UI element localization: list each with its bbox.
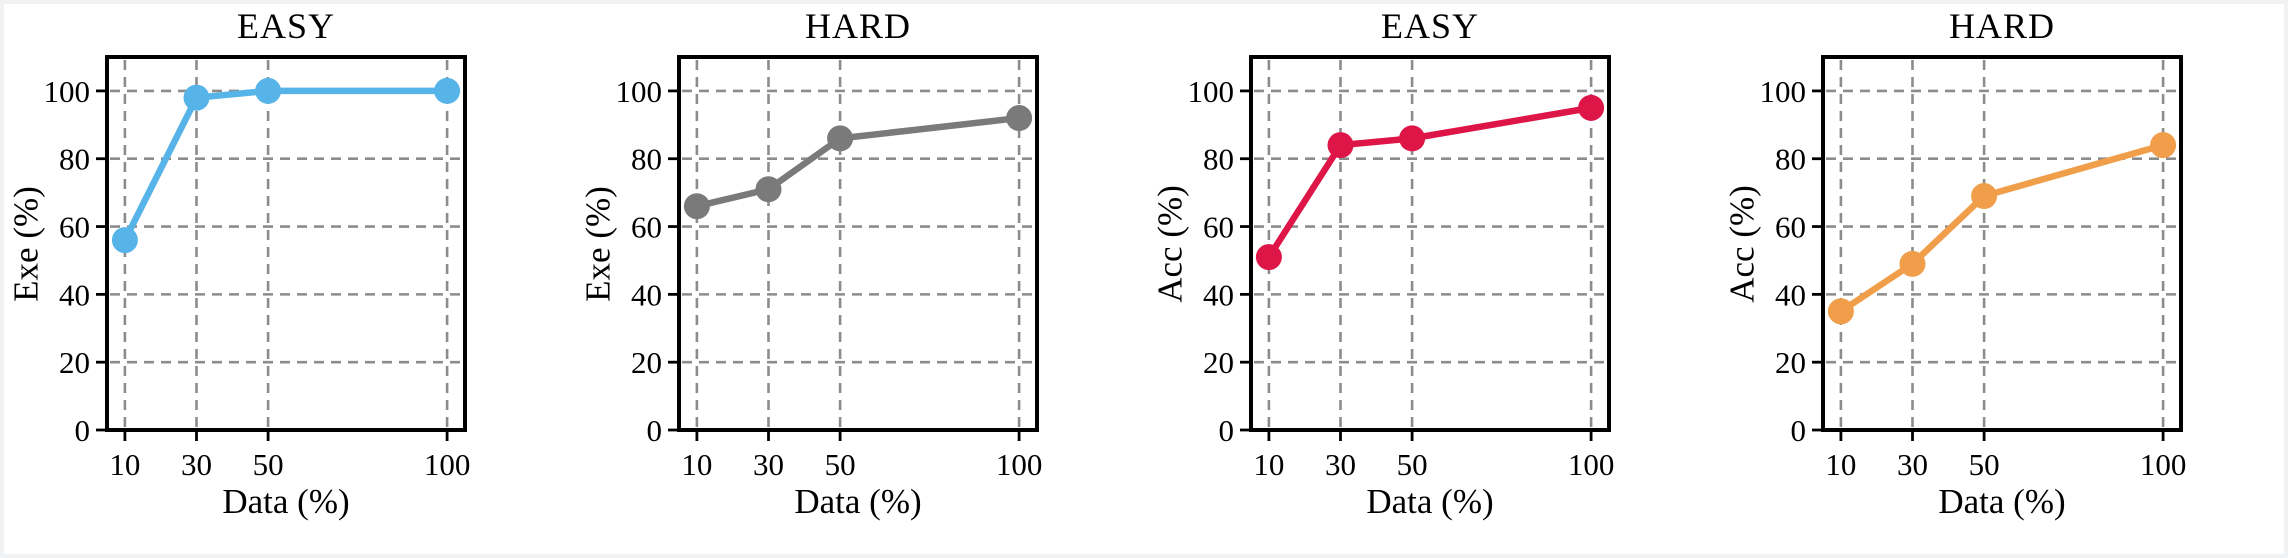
data-point — [1006, 105, 1033, 132]
x-tick-label: 30 — [753, 447, 784, 482]
data-point — [827, 125, 854, 152]
y-tick-label: 60 — [1775, 210, 1806, 245]
chart-panel-hard-acc: HARD Acc (%) 10 30 50 100 0 20 40 60 80 100 Data … — [1716, 0, 2288, 558]
data-point — [255, 77, 282, 104]
chart-panel-easy-acc: EASY Acc (%) 10 30 50 100 0 20 40 60 80 100 Data … — [1144, 0, 1716, 558]
y-tick-label: 80 — [59, 142, 90, 177]
x-tick-label: 10 — [681, 447, 712, 482]
y-tick-label: 60 — [1203, 210, 1234, 245]
data-point — [1971, 183, 1998, 210]
data-line — [121, 87, 451, 244]
y-tick-label: 20 — [1775, 345, 1806, 380]
x-axis-label: Data (%) — [222, 482, 350, 521]
y-tick-label: 80 — [1775, 142, 1806, 177]
data-point — [755, 176, 782, 203]
data-point — [2150, 132, 2177, 159]
data-point — [183, 84, 210, 111]
y-tick-label: 80 — [1203, 142, 1234, 177]
x-axis-label: Data (%) — [1938, 482, 2066, 521]
data-point — [1899, 250, 1926, 277]
y-tick-label: 0 — [1219, 413, 1235, 448]
x-tick-label: 100 — [424, 447, 471, 482]
y-tick-label: 100 — [1760, 74, 1807, 109]
chart-title: HARD — [1948, 6, 2055, 46]
data-point — [1327, 132, 1354, 159]
x-tick-label: 100 — [996, 447, 1043, 482]
data-point — [1827, 298, 1854, 325]
data-point — [434, 77, 461, 104]
x-tick-label: 10 — [1825, 447, 1856, 482]
data-line — [1265, 104, 1595, 261]
chart-title: EASY — [236, 6, 335, 46]
data-line — [1837, 141, 2167, 315]
data-line — [693, 114, 1023, 210]
y-tick-label: 40 — [631, 277, 662, 312]
data-point — [111, 227, 138, 254]
plot-area: 10 30 50 100 0 20 40 60 80 100 — [1188, 55, 1615, 482]
x-axis-label: Data (%) — [794, 482, 922, 521]
plot-frame — [1249, 55, 1611, 432]
y-tick-label: 20 — [59, 345, 90, 380]
plot-frame — [1821, 55, 2183, 432]
chart-title: EASY — [1380, 6, 1479, 46]
x-tick-label: 10 — [109, 447, 140, 482]
x-axis-label: Data (%) — [1366, 482, 1494, 521]
data-point — [1399, 125, 1426, 152]
data-point — [683, 193, 710, 220]
x-tick-label: 50 — [253, 447, 284, 482]
plot-frame — [105, 55, 467, 432]
y-tick-label: 80 — [631, 142, 662, 177]
y-tick-label: 60 — [631, 210, 662, 245]
data-point — [1255, 244, 1282, 271]
chart-panel-easy-exe: EASY Exe (%) 10 30 50 100 0 20 40 60 80 100 Data … — [0, 0, 572, 558]
x-tick-label: 30 — [1897, 447, 1928, 482]
y-tick-label: 100 — [616, 74, 663, 109]
x-tick-label: 50 — [825, 447, 856, 482]
x-tick-label: 10 — [1253, 447, 1284, 482]
x-tick-label: 30 — [181, 447, 212, 482]
y-tick-label: 40 — [1775, 277, 1806, 312]
y-tick-label: 60 — [59, 210, 90, 245]
y-tick-label: 20 — [1203, 345, 1234, 380]
y-tick-label: 0 — [1791, 413, 1807, 448]
y-tick-label: 40 — [59, 277, 90, 312]
y-tick-label: 0 — [647, 413, 663, 448]
plot-area: 10 30 50 100 0 20 40 60 80 100 — [44, 55, 471, 482]
x-tick-label: 50 — [1969, 447, 2000, 482]
x-tick-label: 30 — [1325, 447, 1356, 482]
y-tick-label: 0 — [75, 413, 91, 448]
plot-frame — [677, 55, 1039, 432]
data-point — [1578, 94, 1605, 121]
x-tick-label: 100 — [1568, 447, 1615, 482]
y-tick-label: 100 — [1188, 74, 1235, 109]
plot-area: 10 30 50 100 0 20 40 60 80 100 — [1760, 55, 2187, 482]
x-tick-label: 50 — [1397, 447, 1428, 482]
plot-area: 10 30 50 100 0 20 40 60 80 100 — [616, 55, 1043, 482]
x-tick-label: 100 — [2140, 447, 2187, 482]
chart-title: HARD — [804, 6, 911, 46]
y-tick-label: 40 — [1203, 277, 1234, 312]
y-tick-label: 100 — [44, 74, 91, 109]
y-tick-label: 20 — [631, 345, 662, 380]
chart-panel-hard-exe: HARD Exe (%) 10 30 50 100 0 20 40 60 80 100 Data … — [572, 0, 1144, 558]
